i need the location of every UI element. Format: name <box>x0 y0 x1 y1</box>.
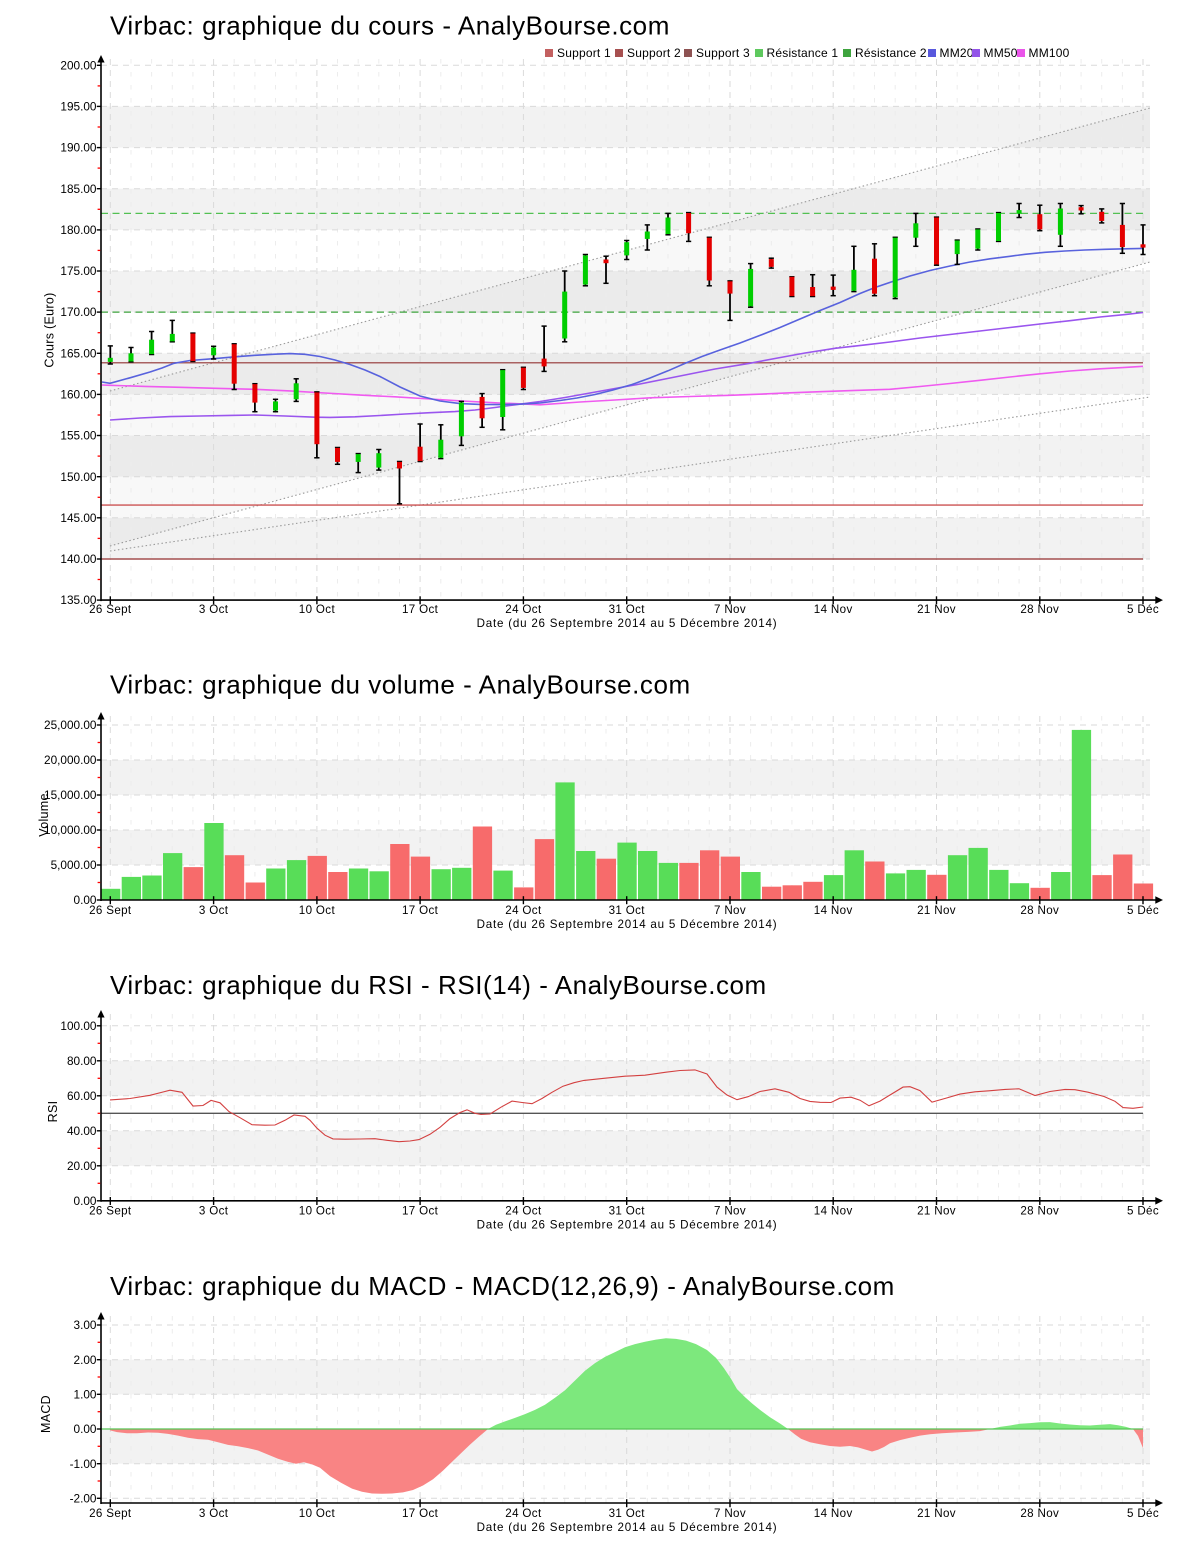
svg-text:7 Nov: 7 Nov <box>714 904 746 917</box>
svg-text:15,000.00: 15,000.00 <box>44 788 97 802</box>
svg-text:0.00: 0.00 <box>74 1422 97 1436</box>
svg-text:195.00: 195.00 <box>60 100 97 114</box>
svg-text:200.00: 200.00 <box>60 58 97 72</box>
svg-text:Support 2: Support 2 <box>627 46 681 60</box>
svg-text:5 Déc: 5 Déc <box>1127 904 1159 917</box>
svg-text:RSI: RSI <box>46 1101 60 1123</box>
svg-text:20,000.00: 20,000.00 <box>44 753 97 767</box>
svg-text:28 Nov: 28 Nov <box>1020 1507 1059 1520</box>
svg-text:10 Oct: 10 Oct <box>299 603 336 616</box>
svg-text:1.00: 1.00 <box>74 1387 97 1401</box>
svg-text:24 Oct: 24 Oct <box>505 904 542 917</box>
svg-text:17 Oct: 17 Oct <box>402 1205 439 1218</box>
svg-text:MM50: MM50 <box>984 46 1018 60</box>
svg-text:Résistance 1: Résistance 1 <box>767 46 839 60</box>
svg-text:14 Nov: 14 Nov <box>814 1205 853 1218</box>
svg-text:24 Oct: 24 Oct <box>505 1507 542 1520</box>
svg-text:3 Oct: 3 Oct <box>199 904 229 917</box>
svg-text:2.00: 2.00 <box>74 1353 97 1367</box>
svg-text:7 Nov: 7 Nov <box>714 1205 746 1218</box>
svg-text:26 Sept: 26 Sept <box>89 1205 132 1218</box>
svg-text:28 Nov: 28 Nov <box>1020 1205 1059 1218</box>
svg-text:5 Déc: 5 Déc <box>1127 603 1159 616</box>
svg-text:180.00: 180.00 <box>60 223 97 237</box>
svg-text:155.00: 155.00 <box>60 429 97 443</box>
svg-text:5 Déc: 5 Déc <box>1127 1507 1159 1520</box>
svg-text:Cours (Euro): Cours (Euro) <box>43 292 57 367</box>
svg-text:28 Nov: 28 Nov <box>1020 904 1059 917</box>
svg-text:Date (du 26 Septembre 2014 au: Date (du 26 Septembre 2014 au 5 Décembre… <box>477 1521 778 1534</box>
svg-text:MM100: MM100 <box>1029 46 1070 60</box>
svg-text:3 Oct: 3 Oct <box>199 1205 229 1218</box>
svg-text:26 Sept: 26 Sept <box>89 1507 132 1520</box>
svg-text:40.00: 40.00 <box>67 1124 97 1138</box>
svg-text:26 Sept: 26 Sept <box>89 603 132 616</box>
svg-text:-2.00: -2.00 <box>70 1491 97 1505</box>
svg-text:25,000.00: 25,000.00 <box>44 718 97 732</box>
svg-text:14 Nov: 14 Nov <box>814 904 853 917</box>
svg-text:3 Oct: 3 Oct <box>199 603 229 616</box>
svg-text:160.00: 160.00 <box>60 388 97 402</box>
svg-text:Résistance 2: Résistance 2 <box>855 46 927 60</box>
svg-text:24 Oct: 24 Oct <box>505 1205 542 1218</box>
svg-text:14 Nov: 14 Nov <box>814 603 853 616</box>
svg-text:Virbac: graphique du cours - A: Virbac: graphique du cours - AnalyBourse… <box>110 11 670 41</box>
svg-text:80.00: 80.00 <box>67 1054 97 1068</box>
svg-text:17 Oct: 17 Oct <box>402 1507 439 1520</box>
svg-text:Virbac: graphique du MACD - MA: Virbac: graphique du MACD - MACD(12,26,9… <box>110 1271 895 1301</box>
svg-text:Support 3: Support 3 <box>696 46 750 60</box>
svg-text:190.00: 190.00 <box>60 141 97 155</box>
svg-text:10 Oct: 10 Oct <box>299 1507 336 1520</box>
svg-text:0.00: 0.00 <box>74 893 97 907</box>
svg-text:21 Nov: 21 Nov <box>917 904 956 917</box>
svg-text:28 Nov: 28 Nov <box>1020 603 1059 616</box>
svg-text:21 Nov: 21 Nov <box>917 603 956 616</box>
svg-text:Date (du 26 Septembre 2014 au: Date (du 26 Septembre 2014 au 5 Décembre… <box>477 1219 778 1232</box>
svg-text:60.00: 60.00 <box>67 1089 97 1103</box>
svg-text:14 Nov: 14 Nov <box>814 1507 853 1520</box>
svg-text:5 Déc: 5 Déc <box>1127 1205 1159 1218</box>
svg-text:21 Nov: 21 Nov <box>917 1507 956 1520</box>
svg-text:Date (du 26 Septembre 2014 au: Date (du 26 Septembre 2014 au 5 Décembre… <box>477 617 778 630</box>
svg-text:10 Oct: 10 Oct <box>299 1205 336 1218</box>
svg-text:175.00: 175.00 <box>60 264 97 278</box>
svg-text:21 Nov: 21 Nov <box>917 1205 956 1218</box>
svg-text:Support 1: Support 1 <box>557 46 611 60</box>
svg-text:MACD: MACD <box>39 1395 53 1433</box>
svg-text:31 Oct: 31 Oct <box>609 1205 646 1218</box>
svg-text:145.00: 145.00 <box>60 511 97 525</box>
svg-text:17 Oct: 17 Oct <box>402 603 439 616</box>
svg-text:0.00: 0.00 <box>74 1194 97 1208</box>
svg-text:3 Oct: 3 Oct <box>199 1507 229 1520</box>
svg-text:165.00: 165.00 <box>60 346 97 360</box>
svg-text:100.00: 100.00 <box>60 1019 97 1033</box>
svg-text:150.00: 150.00 <box>60 470 97 484</box>
svg-text:-1.00: -1.00 <box>70 1457 97 1471</box>
svg-text:135.00: 135.00 <box>60 593 97 607</box>
svg-text:Date (du 26 Septembre 2014 au: Date (du 26 Septembre 2014 au 5 Décembre… <box>477 918 778 931</box>
svg-text:140.00: 140.00 <box>60 552 97 566</box>
svg-text:10,000.00: 10,000.00 <box>44 823 97 837</box>
svg-text:Virbac: graphique du RSI - RSI: Virbac: graphique du RSI - RSI(14) - Ana… <box>110 970 767 1000</box>
svg-text:3.00: 3.00 <box>74 1318 97 1332</box>
svg-text:185.00: 185.00 <box>60 182 97 196</box>
svg-text:7 Nov: 7 Nov <box>714 603 746 616</box>
svg-text:5,000.00: 5,000.00 <box>51 858 97 872</box>
svg-text:MM20: MM20 <box>940 46 974 60</box>
svg-text:20.00: 20.00 <box>67 1159 97 1173</box>
svg-text:31 Oct: 31 Oct <box>609 1507 646 1520</box>
svg-text:17 Oct: 17 Oct <box>402 904 439 917</box>
svg-text:31 Oct: 31 Oct <box>609 603 646 616</box>
svg-text:Volume: Volume <box>37 793 51 837</box>
svg-text:7 Nov: 7 Nov <box>714 1507 746 1520</box>
svg-text:10 Oct: 10 Oct <box>299 904 336 917</box>
svg-text:170.00: 170.00 <box>60 305 97 319</box>
svg-text:24 Oct: 24 Oct <box>505 603 542 616</box>
svg-text:31 Oct: 31 Oct <box>609 904 646 917</box>
svg-text:26 Sept: 26 Sept <box>89 904 132 917</box>
svg-text:Virbac: graphique du volume -: Virbac: graphique du volume - AnalyBours… <box>110 670 691 700</box>
